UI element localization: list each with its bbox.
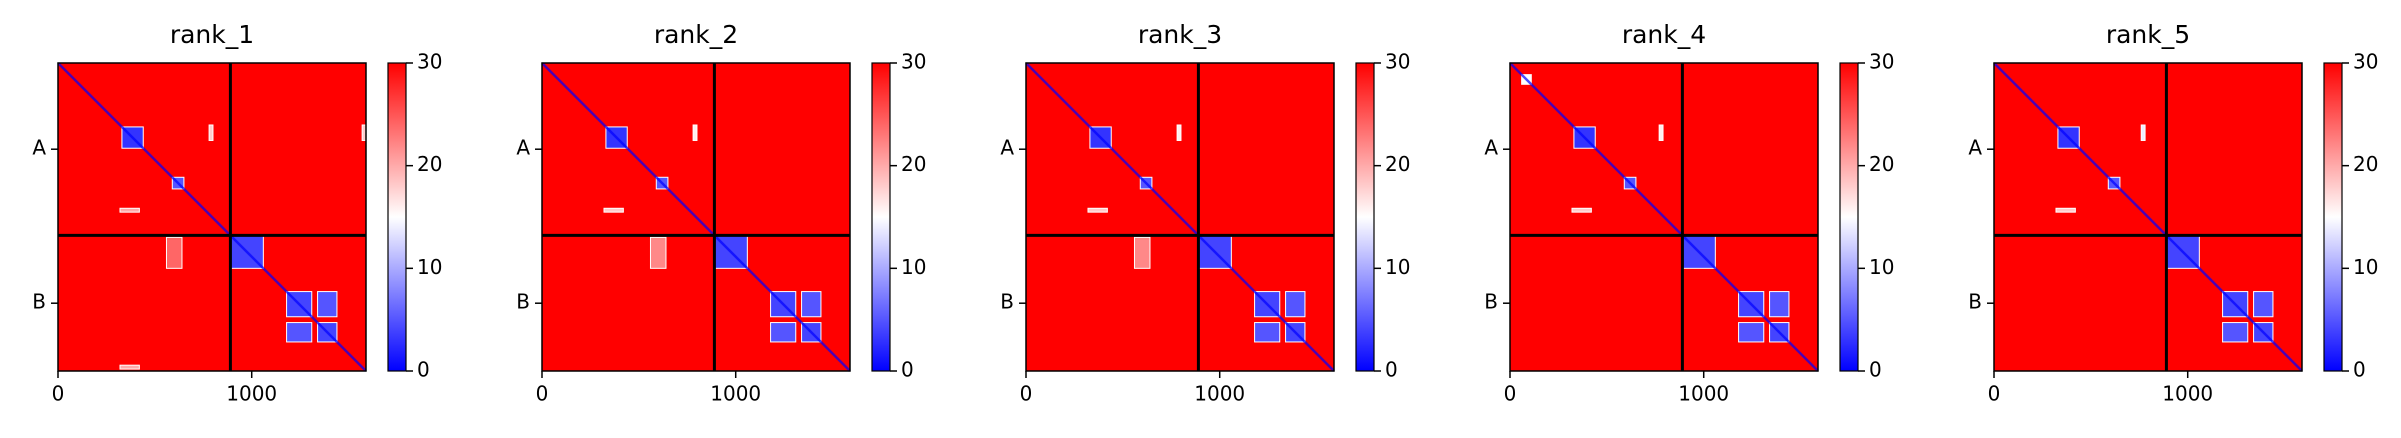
x-tick-label: 1000 bbox=[1194, 382, 1245, 406]
colorbar bbox=[871, 62, 891, 372]
colorbar-tick-label: 20 bbox=[2353, 152, 2378, 176]
heatmap-region bbox=[1254, 322, 1281, 343]
x-tick-label: 0 bbox=[1020, 382, 1033, 406]
colorbar-tick-label: 30 bbox=[417, 50, 442, 74]
colorbar bbox=[2323, 62, 2343, 372]
y-tick-label: B bbox=[1000, 290, 1014, 314]
heatmap-region bbox=[119, 207, 140, 213]
x-tick-label: 0 bbox=[1504, 382, 1517, 406]
heatmap-region bbox=[1571, 207, 1592, 213]
heatmap-region bbox=[1087, 207, 1108, 213]
colorbar-tick-label: 20 bbox=[1385, 152, 1410, 176]
diagonal bbox=[1993, 62, 2303, 372]
x-tick-label: 1000 bbox=[710, 382, 761, 406]
y-tick-label: A bbox=[516, 136, 530, 160]
heatmap-region bbox=[1738, 322, 1765, 343]
panel-title: rank_3 bbox=[1138, 20, 1222, 49]
x-tick-label: 1000 bbox=[2162, 382, 2213, 406]
panel-title: rank_5 bbox=[2106, 20, 2190, 49]
colorbar-tick-label: 0 bbox=[1385, 358, 1398, 382]
panel-title: rank_4 bbox=[1622, 20, 1706, 49]
heatmap-region bbox=[801, 291, 822, 318]
diagonal bbox=[1025, 62, 1335, 372]
y-tick-label: A bbox=[1000, 136, 1014, 160]
y-tick-label: A bbox=[32, 136, 46, 160]
colorbar bbox=[1355, 62, 1375, 372]
colorbar-tick-label: 0 bbox=[2353, 358, 2366, 382]
y-tick-label: A bbox=[1484, 136, 1498, 160]
x-tick-label: 0 bbox=[1988, 382, 2001, 406]
heatmap-region bbox=[2140, 124, 2146, 141]
y-tick-label: B bbox=[516, 290, 530, 314]
heatmap-region bbox=[2253, 291, 2274, 318]
diagonal bbox=[57, 62, 367, 372]
colorbar-tick-label: 20 bbox=[417, 152, 442, 176]
heatmap-region bbox=[1769, 291, 1790, 318]
y-tick-label: A bbox=[1968, 136, 1982, 160]
colorbar-tick-label: 30 bbox=[901, 50, 926, 74]
x-tick-label: 0 bbox=[52, 382, 65, 406]
frame bbox=[541, 62, 851, 372]
x-tick-label: 1000 bbox=[1678, 382, 1729, 406]
colorbar-tick-label: 30 bbox=[1385, 50, 1410, 74]
y-tick-label: B bbox=[1484, 290, 1498, 314]
y-tick-label: B bbox=[32, 290, 46, 314]
colorbar-tick-label: 20 bbox=[1869, 152, 1894, 176]
frame bbox=[57, 62, 367, 372]
colorbar-tick-label: 20 bbox=[901, 152, 926, 176]
colorbar-tick-label: 30 bbox=[1869, 50, 1894, 74]
diagonal bbox=[1509, 62, 1819, 372]
heatmap-region bbox=[692, 124, 698, 141]
heatmap-region bbox=[649, 236, 667, 269]
colorbar-tick-label: 0 bbox=[901, 358, 914, 382]
colorbar-tick-label: 10 bbox=[2353, 255, 2378, 279]
frame bbox=[1509, 62, 1819, 372]
frame bbox=[1993, 62, 2303, 372]
heatmap-region bbox=[1133, 236, 1151, 269]
y-tick-label: B bbox=[1968, 290, 1982, 314]
heatmap-region bbox=[208, 124, 214, 141]
heatmap-region bbox=[2222, 322, 2249, 343]
heatmap-region bbox=[286, 322, 313, 343]
colorbar-tick-label: 0 bbox=[417, 358, 430, 382]
heatmap-region bbox=[119, 364, 140, 370]
colorbar-tick-label: 10 bbox=[417, 255, 442, 279]
panel-title: rank_1 bbox=[170, 20, 254, 49]
frame bbox=[1025, 62, 1335, 372]
heatmap-region bbox=[1285, 291, 1306, 318]
colorbar bbox=[1839, 62, 1859, 372]
heatmap-region bbox=[1658, 124, 1664, 141]
x-tick-label: 0 bbox=[536, 382, 549, 406]
colorbar bbox=[387, 62, 407, 372]
heatmap-region bbox=[1176, 124, 1182, 141]
colorbar-tick-label: 10 bbox=[901, 255, 926, 279]
colorbar-tick-label: 10 bbox=[1385, 255, 1410, 279]
heatmap-region bbox=[770, 322, 797, 343]
heatmap-region bbox=[2055, 207, 2076, 213]
heatmap-region bbox=[603, 207, 624, 213]
diagonal bbox=[541, 62, 851, 372]
heatmap-region bbox=[165, 236, 183, 269]
x-tick-label: 1000 bbox=[226, 382, 277, 406]
colorbar-tick-label: 30 bbox=[2353, 50, 2378, 74]
heatmap-region bbox=[317, 291, 338, 318]
colorbar-tick-label: 10 bbox=[1869, 255, 1894, 279]
panel-title: rank_2 bbox=[654, 20, 738, 49]
colorbar-tick-label: 0 bbox=[1869, 358, 1882, 382]
